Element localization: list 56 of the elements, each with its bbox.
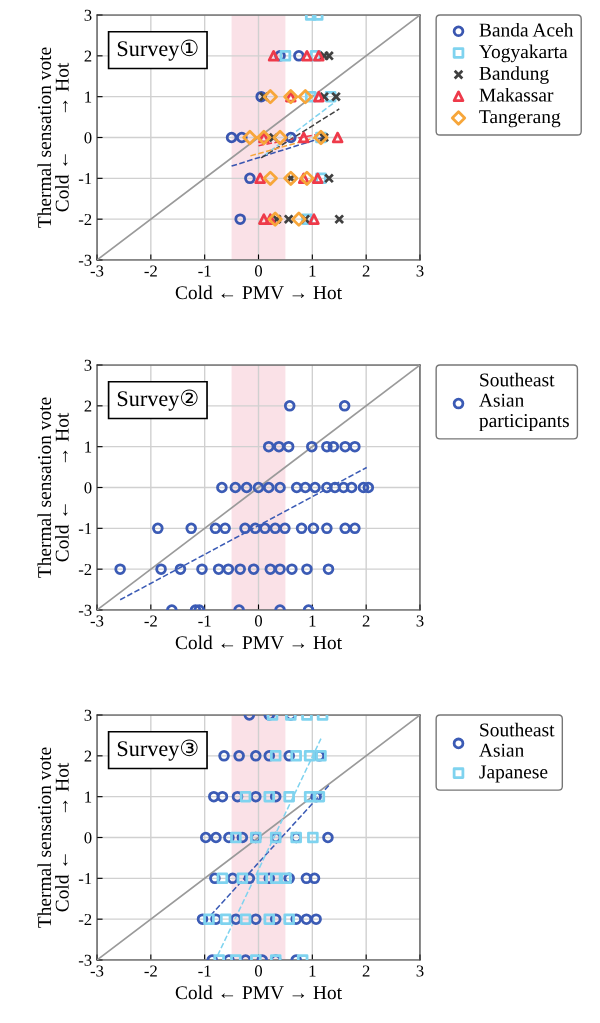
y-tick-label: 2 xyxy=(84,400,92,412)
x-tick-label: 1 xyxy=(309,265,316,277)
y-tick-label: 3 xyxy=(84,709,92,721)
y-tick-label: -1 xyxy=(78,523,92,535)
x-tick-label: -1 xyxy=(198,965,211,977)
legend-label: Southeast Asian participants xyxy=(479,372,569,432)
y-axis-title: Thermal sensation vote Cold ← → Hot xyxy=(37,747,69,928)
legend-label: Yogyakarta xyxy=(479,44,568,63)
y-tick-label: -3 xyxy=(78,604,92,616)
x-axis-title: Cold ← PMV → Hot xyxy=(175,635,342,650)
legend-label: Tangerang xyxy=(479,110,561,128)
x-tick-label: 2 xyxy=(362,965,370,977)
y-tick-label: 3 xyxy=(84,359,92,371)
y-tick-label: -1 xyxy=(78,173,92,185)
y-tick-label: 1 xyxy=(85,441,92,453)
x-tick-label: 3 xyxy=(416,615,424,627)
y-axis-title: Thermal sensation vote Cold ← → Hot xyxy=(37,47,69,228)
legend-label: Makassar xyxy=(479,87,554,102)
annotation: Survey③ xyxy=(117,739,198,761)
x-tick-label: 3 xyxy=(416,965,424,977)
y-tick-label: -3 xyxy=(78,254,92,266)
y-tick-label: 0 xyxy=(84,482,92,494)
x-tick-label: 2 xyxy=(362,615,370,627)
x-tick-label: 2 xyxy=(362,265,370,277)
x-tick-label: 3 xyxy=(416,265,424,277)
x-tick-label: -2 xyxy=(144,265,157,277)
legend-label: Southeast Asian xyxy=(479,722,555,757)
legend-label: Banda Aceh xyxy=(479,22,574,37)
x-axis-title: Cold ← PMV → Hot xyxy=(175,285,342,300)
y-tick-label: -2 xyxy=(78,213,92,225)
x-tick-label: 0 xyxy=(254,265,263,277)
x-tick-label: -2 xyxy=(144,965,157,977)
annotation: Survey② xyxy=(117,389,198,411)
y-axis-title: Thermal sensation vote Cold ← → Hot xyxy=(37,397,69,578)
y-tick-label: -2 xyxy=(78,913,92,925)
x-tick-label: 1 xyxy=(309,965,316,977)
y-tick-label: -3 xyxy=(78,954,92,966)
x-tick-label: -2 xyxy=(144,615,157,627)
y-tick-label: 2 xyxy=(84,50,92,62)
y-tick-label: 1 xyxy=(85,91,92,103)
x-tick-label: 1 xyxy=(309,615,316,627)
y-tick-label: 1 xyxy=(85,791,92,803)
x-tick-label: -1 xyxy=(198,265,211,277)
x-tick-label: -1 xyxy=(198,615,211,627)
y-tick-label: -2 xyxy=(78,563,92,575)
legend-label: Bandung xyxy=(479,66,549,84)
legend-label: Japanese xyxy=(479,765,548,783)
x-axis-title: Cold ← PMV → Hot xyxy=(175,985,342,1000)
y-tick-label: 0 xyxy=(84,832,92,844)
x-tick-label: 0 xyxy=(254,965,263,977)
y-tick-label: 0 xyxy=(84,132,92,144)
annotation: Survey① xyxy=(117,39,198,61)
y-tick-label: -1 xyxy=(78,873,92,885)
x-tick-label: 0 xyxy=(254,615,263,627)
y-tick-label: 2 xyxy=(84,750,92,762)
y-tick-label: 3 xyxy=(84,9,92,21)
